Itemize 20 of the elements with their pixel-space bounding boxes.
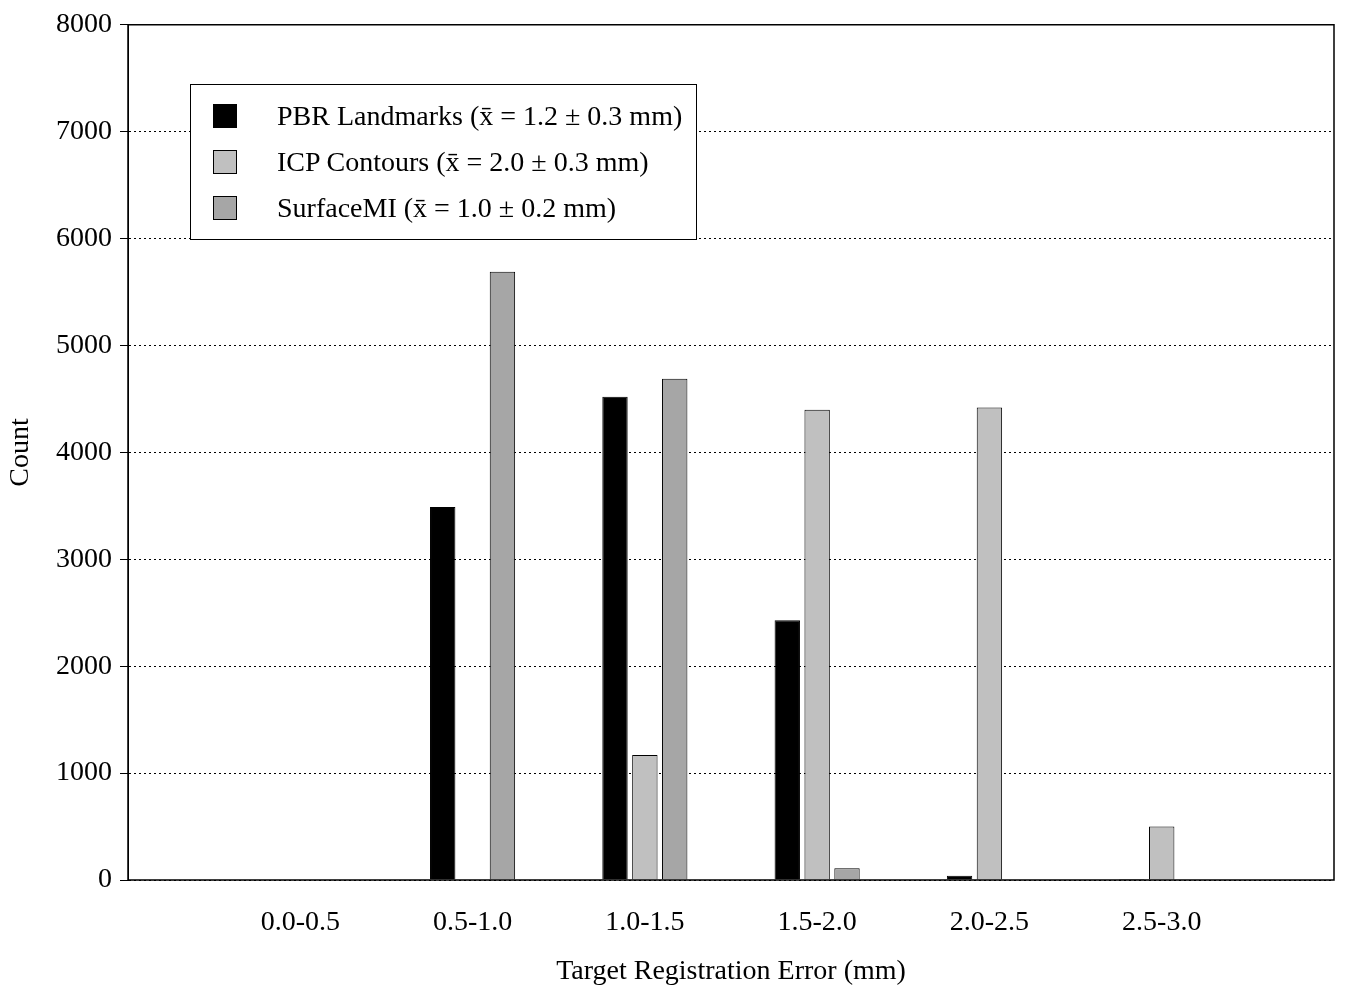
legend-label: PBR Landmarks (x̄ = 1.2 ± 0.3 mm): [277, 100, 683, 132]
legend-label: ICP Contours (x̄ = 2.0 ± 0.3 mm): [277, 146, 649, 178]
y-axis-title: Count: [3, 417, 35, 487]
x-tick-label: 0.0-0.5: [260, 905, 340, 937]
y-tick-label: 4000: [56, 434, 112, 466]
y-tick-label: 7000: [56, 114, 112, 146]
legend-label: SurfaceMI (x̄ = 1.0 ± 0.2 mm): [277, 192, 617, 224]
x-tick-label: 2.0-2.5: [949, 905, 1030, 937]
y-tick-label: 3000: [56, 541, 112, 573]
x-tick-label: 2.5-3.0: [1122, 905, 1202, 937]
x-tick-label: 0.5-1.0: [432, 905, 513, 937]
x-tick-label: 1.5-2.0: [777, 905, 857, 937]
y-tick-label: 8000: [56, 7, 112, 39]
y-tick-label: 6000: [56, 220, 112, 252]
y-tick-label: 2000: [56, 648, 112, 680]
x-tick-label: 1.0-1.5: [605, 905, 685, 937]
y-tick-label: 5000: [56, 327, 112, 359]
y-tick-label: 1000: [56, 755, 112, 787]
x-axis-title: Target Registration Error (mm): [556, 953, 906, 985]
y-tick-label: 0: [98, 862, 112, 894]
